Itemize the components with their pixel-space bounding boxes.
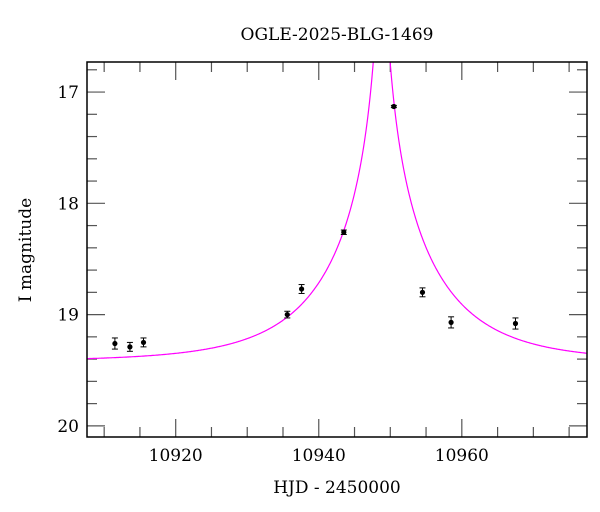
axis-ticks <box>87 62 587 437</box>
y-tick-label: 20 <box>57 417 79 437</box>
y-axis-label: I magnitude <box>16 198 36 302</box>
data-point <box>298 284 305 294</box>
x-axis-label: HJD - 2450000 <box>273 478 401 498</box>
model-curve <box>87 62 587 360</box>
y-tick-label: 19 <box>57 306 79 326</box>
data-point <box>419 287 426 298</box>
data-point <box>448 316 455 329</box>
data-point <box>111 337 118 350</box>
data-points <box>111 103 519 352</box>
data-point <box>512 317 519 330</box>
data-point <box>140 337 147 348</box>
chart-title: OGLE-2025-BLG-1469 <box>241 25 434 45</box>
data-point <box>390 103 397 110</box>
x-tick-label: 10940 <box>292 446 346 466</box>
y-tick-label: 18 <box>57 194 79 214</box>
data-point <box>340 229 347 235</box>
data-point <box>284 310 291 319</box>
x-tick-label: 10960 <box>435 446 489 466</box>
data-point <box>126 341 133 352</box>
tick-labels: 10920 10940 10960 17 18 19 20 <box>57 83 489 466</box>
y-tick-label: 17 <box>57 83 79 103</box>
plot-frame <box>86 61 588 438</box>
x-tick-label: 10920 <box>149 446 203 466</box>
